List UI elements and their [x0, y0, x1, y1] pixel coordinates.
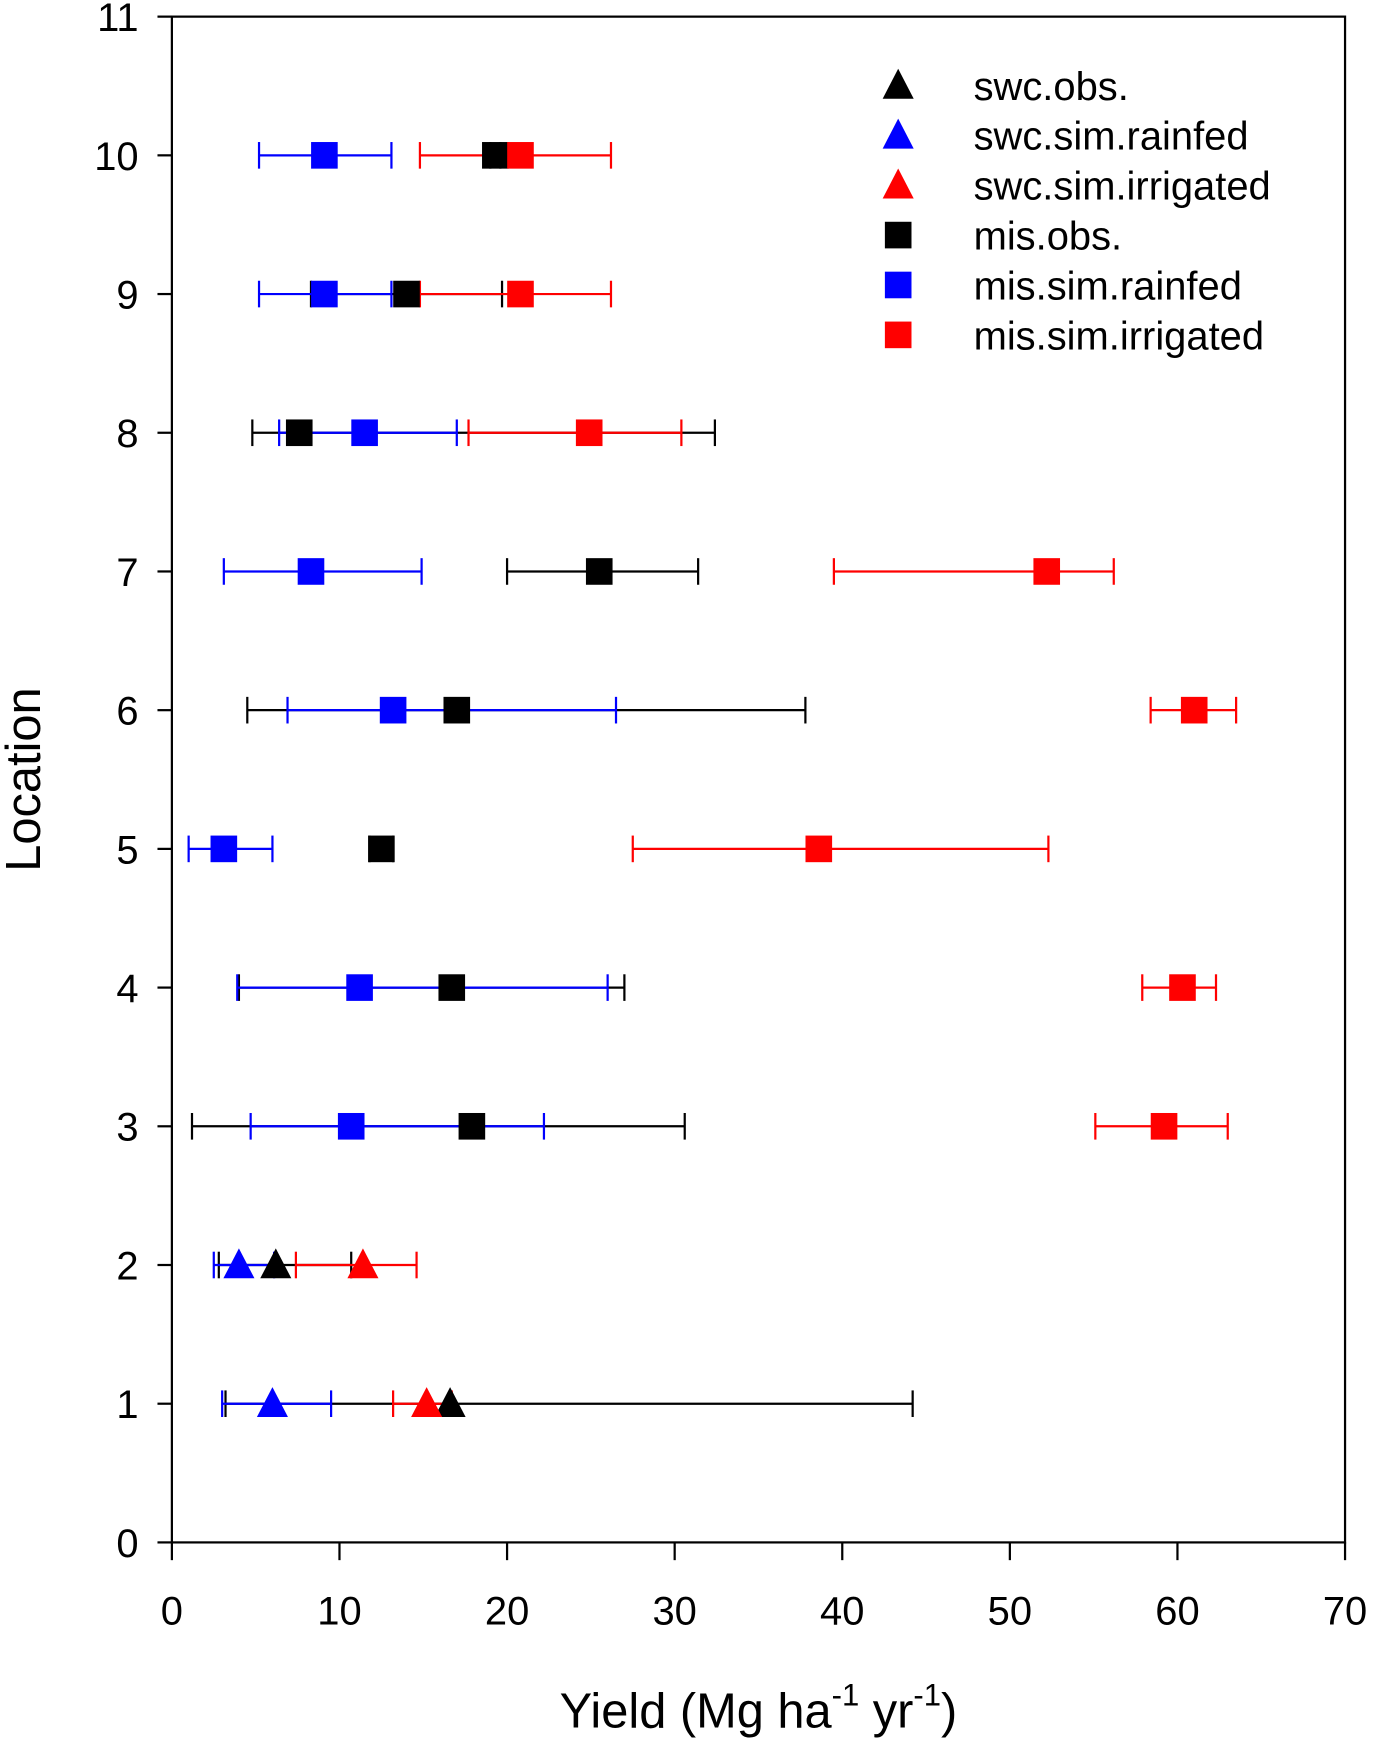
x-axis-label: Yield (Mg ha-1 yr-1): [560, 1677, 958, 1738]
marker-mis-sim-rainfed: [210, 835, 238, 863]
y-tick-label: 5: [116, 828, 138, 872]
marker-mis-obs: [482, 142, 509, 169]
y-tick-label: 3: [116, 1106, 138, 1150]
marker-swc-sim-irrigated: [347, 1248, 379, 1279]
marker-mis-sim-irrigated: [1033, 558, 1061, 585]
marker-swc-sim-rainfed: [256, 1387, 288, 1418]
y-axis-label: Location: [0, 687, 51, 871]
plot-frame: [170, 15, 1347, 1544]
y-tick-label: 8: [116, 412, 138, 456]
y-tick-label: 2: [116, 1244, 138, 1288]
x-tick-label: 40: [820, 1589, 864, 1633]
marker-mis-obs: [438, 974, 466, 1001]
y-tick-label: 1: [116, 1383, 138, 1427]
legend-label: swc.sim.rainfed: [974, 115, 1249, 159]
legend-marker: [884, 321, 912, 349]
marker-mis-sim-rainfed: [297, 558, 325, 585]
x-tick-label: 50: [988, 1589, 1032, 1633]
legend-marker: [884, 271, 912, 299]
x-tick-label: 0: [161, 1589, 183, 1633]
marker-mis-sim-irrigated: [1169, 974, 1196, 1001]
marker-swc-sim-rainfed: [223, 1248, 255, 1279]
legend-label: swc.obs.: [974, 65, 1129, 109]
marker-mis-obs: [585, 558, 613, 585]
x-tick-label: 30: [652, 1589, 696, 1633]
legend-marker: [884, 221, 912, 249]
marker-mis-sim-rainfed: [311, 280, 338, 308]
legend-label: mis.sim.rainfed: [974, 264, 1242, 308]
marker-mis-sim-irrigated: [805, 835, 833, 863]
x-tick-label: 70: [1323, 1589, 1367, 1633]
legend: swc.obs. swc.sim.rainfed swc.sim.irrigated…: [882, 65, 1271, 358]
marker-mis-sim-rainfed: [346, 974, 373, 1001]
marker-mis-sim-irrigated: [1150, 1112, 1178, 1140]
marker-mis-sim-irrigated: [575, 419, 603, 447]
marker-mis-obs: [393, 280, 420, 308]
marker-mis-sim-rainfed: [379, 696, 407, 724]
legend-marker: [882, 68, 914, 99]
marker-mis-obs: [458, 1112, 486, 1140]
marker-mis-sim-irrigated: [507, 280, 534, 308]
marker-swc-obs: [434, 1387, 466, 1418]
legend-marker: [882, 118, 914, 149]
y-tick-label: 9: [116, 273, 138, 317]
y-tick-label: 0: [116, 1522, 138, 1566]
legend-label: mis.obs.: [974, 214, 1123, 258]
marker-mis-sim-irrigated: [507, 142, 534, 169]
y-tick-label: 6: [116, 690, 138, 734]
marker-swc-sim-irrigated: [411, 1387, 443, 1418]
x-tick-label: 10: [317, 1589, 361, 1633]
marker-mis-sim-rainfed: [337, 1112, 365, 1140]
marker-swc-obs: [260, 1248, 292, 1279]
y-tick-label: 4: [116, 967, 138, 1011]
y-tick-label: 10: [94, 135, 138, 179]
marker-mis-obs: [368, 835, 395, 863]
axes: 0 10 20 30 40 50 60 70 0 1 2 3 4 5 6 7 8 9 10 11: [94, 0, 1367, 1633]
legend-marker: [882, 168, 914, 199]
y-tick-label: 7: [116, 551, 138, 595]
markers: [210, 142, 1208, 1418]
marker-mis-obs: [443, 696, 471, 724]
marker-mis-obs: [285, 419, 313, 447]
legend-label: mis.sim.irrigated: [974, 314, 1264, 358]
y-tick-label: 11: [97, 0, 138, 40]
x-tick-label: 60: [1155, 1589, 1199, 1633]
x-tick-label: 20: [485, 1589, 529, 1633]
marker-mis-sim-irrigated: [1180, 696, 1208, 724]
marker-mis-sim-rainfed: [351, 419, 378, 447]
marker-mis-sim-rainfed: [311, 142, 338, 169]
legend-label: swc.sim.irrigated: [974, 165, 1271, 209]
